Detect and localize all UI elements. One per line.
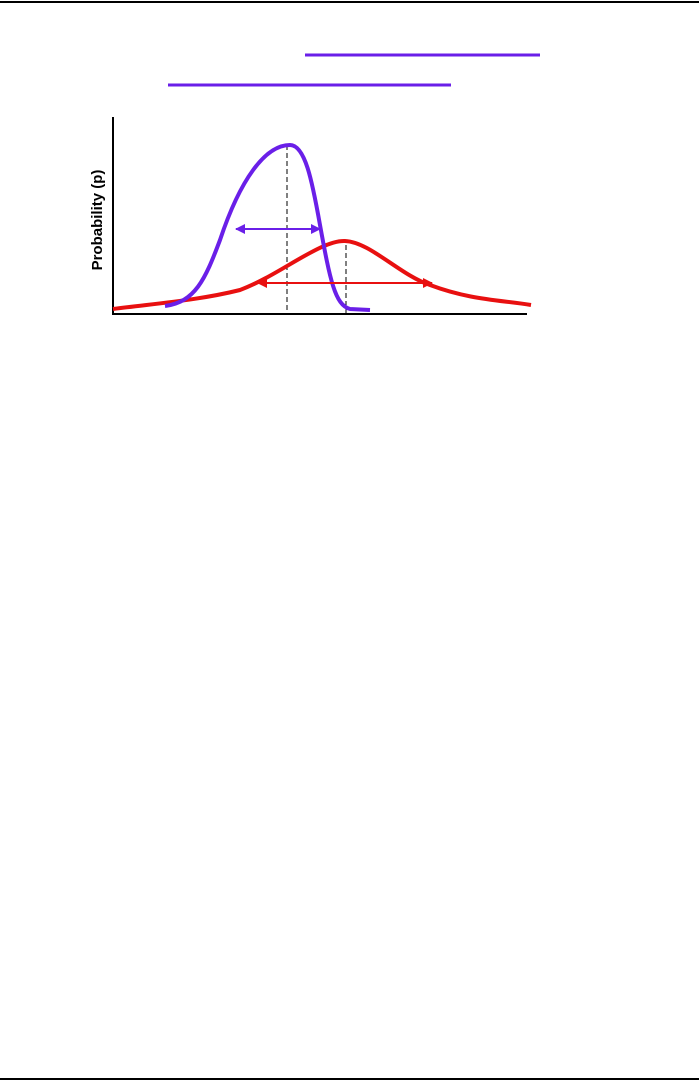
- wide-curve: [112, 238, 532, 311]
- y-axis-label: Probability (p): [89, 170, 106, 271]
- figure: Probability (p): [89, 117, 532, 315]
- narrow-curve: [164, 142, 371, 312]
